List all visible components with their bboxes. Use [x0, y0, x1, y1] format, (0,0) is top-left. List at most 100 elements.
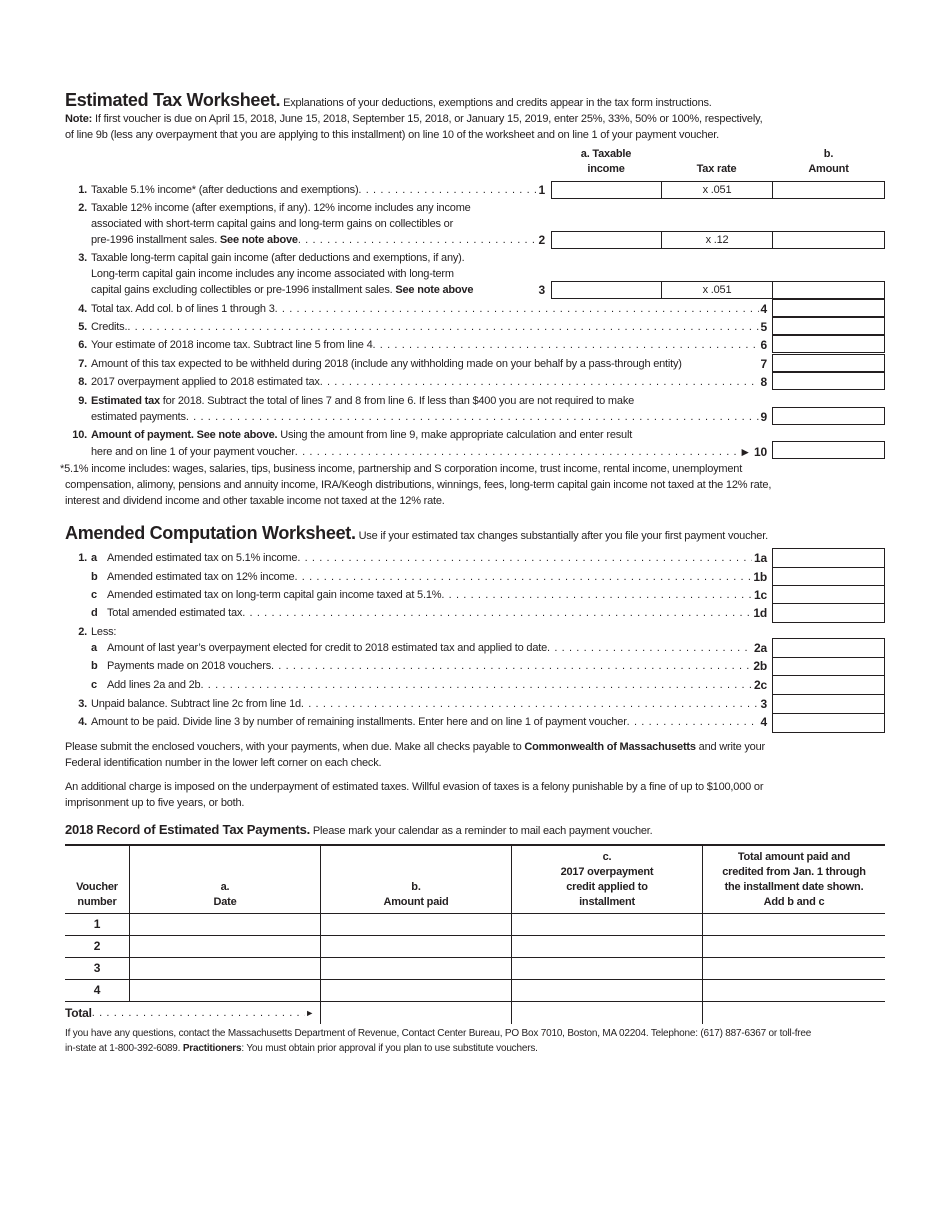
total-label-cell: Total ► [65, 1002, 321, 1024]
amended-1d-input[interactable] [772, 603, 885, 623]
line-6: 6. Your estimate of 2018 income tax. Subt… [65, 337, 767, 353]
amended-4-input[interactable] [772, 713, 885, 733]
line-9-amount-input[interactable] [772, 407, 885, 425]
col-b-header: b. Amount [772, 147, 885, 177]
overpayment-cell[interactable] [512, 958, 703, 980]
amended-1a-input[interactable] [772, 548, 885, 568]
line-2-rate: x .12 [661, 231, 773, 249]
line-letter: b [91, 660, 98, 672]
total-cell[interactable] [703, 958, 885, 980]
amended-line-2a: a Amount of last year’s overpayment elect… [65, 640, 767, 656]
header-line: Amount paid [383, 896, 449, 908]
line-7-amount-input[interactable] [772, 354, 885, 372]
line-text: Taxable 5.1% income* (after deductions a… [91, 184, 359, 196]
line-2: 2. Taxable 12% income (after exemptions, … [65, 200, 471, 216]
line-3-amount-input[interactable] [772, 281, 885, 299]
line-letter: c [91, 589, 97, 601]
total-cell[interactable] [703, 980, 885, 1002]
dot-leader [320, 374, 759, 390]
line-text: estimated payments [91, 411, 186, 423]
total-total-cell[interactable] [703, 1002, 885, 1024]
date-cell[interactable] [130, 980, 321, 1002]
total-amount-paid-cell[interactable] [321, 1002, 512, 1024]
date-cell[interactable] [130, 914, 321, 936]
line-10-amount-input[interactable] [772, 441, 885, 459]
header-amount-paid: b. Amount paid [321, 846, 512, 914]
amount-paid-cell[interactable] [321, 958, 512, 980]
dot-leader [627, 714, 759, 730]
header-line: Voucher [76, 881, 118, 893]
line-5: 5. Credits. 5 [65, 319, 767, 335]
record-header: 2018 Record of Estimated Tax Payments. P… [65, 822, 653, 839]
section-intro: Please mark your calendar as a reminder … [312, 825, 653, 837]
amount-paid-cell[interactable] [321, 914, 512, 936]
dot-leader [186, 409, 759, 425]
line-5-amount-input[interactable] [772, 317, 885, 335]
date-cell[interactable] [130, 936, 321, 958]
overpayment-cell[interactable] [512, 980, 703, 1002]
header-total-amount: Total amount paid and credited from Jan. … [703, 846, 885, 914]
line-number: 1. [78, 552, 87, 564]
line-1-amount-input[interactable] [772, 181, 885, 199]
line-text: pre-1996 installment sales. [91, 234, 218, 246]
line-8-amount-input[interactable] [772, 372, 885, 390]
line-text: Total amended estimated tax [107, 607, 243, 619]
line-3-rate: x .051 [661, 281, 773, 299]
line-4-amount-input[interactable] [772, 299, 885, 317]
col-rate-header: Tax rate [696, 163, 737, 175]
amended-3-input[interactable] [772, 694, 885, 714]
overpayment-cell[interactable] [512, 914, 703, 936]
line-text: Add lines 2a and 2b [107, 679, 201, 691]
line-3: 3. Taxable long-term capital gain income … [65, 250, 464, 266]
line-bold: See note above [219, 234, 298, 246]
total-cell[interactable] [703, 914, 885, 936]
dot-leader [298, 232, 537, 248]
amended-2a-input[interactable] [772, 638, 885, 658]
line-bold: Estimated tax [91, 395, 160, 407]
amended-2c-input[interactable] [772, 675, 885, 695]
amended-1c-input[interactable] [772, 585, 885, 604]
line-letter: b [91, 571, 98, 583]
line-number: 5. [78, 321, 87, 333]
line-3-taxable-income-input[interactable] [551, 281, 662, 299]
amended-line-2c: c Add lines 2a and 2b 2c [65, 677, 767, 693]
total-label: Total [65, 1005, 92, 1020]
line-9-last: estimated payments 9 [65, 409, 767, 425]
line-2-amount-input[interactable] [772, 231, 885, 249]
line-text: Amended estimated tax on long-term capit… [107, 589, 442, 601]
line-3-cont: Long-term capital gain income includes a… [91, 268, 454, 280]
section-intro: Use if your estimated tax changes substa… [358, 530, 769, 542]
amount-paid-cell[interactable] [321, 980, 512, 1002]
line-text: Amount to be paid. Divide line 3 by numb… [91, 716, 627, 728]
line-ref: 8 [760, 375, 768, 389]
line-text: Amount of this tax expected to be withhe… [91, 358, 682, 370]
line-text: Amended estimated tax on 5.1% income [107, 552, 298, 564]
amount-paid-cell[interactable] [321, 936, 512, 958]
header-line: number [77, 896, 117, 908]
payments-record-table: Voucher number a. Date b. Amount paid c. 201… [65, 844, 885, 1024]
total-cell[interactable] [703, 936, 885, 958]
line-6-amount-input[interactable] [772, 335, 885, 353]
line-ref: 1c [754, 588, 767, 602]
line-1-taxable-income-input[interactable] [551, 181, 662, 199]
header-line: c. [602, 851, 612, 863]
amended-1b-input[interactable] [772, 567, 885, 586]
line-10-last: here and on line 1 of your payment vouch… [65, 444, 767, 460]
voucher-number: 4 [65, 980, 130, 1002]
line-letter: a [91, 552, 97, 564]
line-letter: a [91, 642, 97, 654]
line-ref: 9 [760, 410, 768, 424]
overpayment-cell[interactable] [512, 936, 703, 958]
line-text: Payments made on 2018 vouchers [107, 660, 271, 672]
total-overpayment-cell[interactable] [512, 1002, 703, 1024]
dot-leader [297, 550, 752, 566]
amended-2b-input[interactable] [772, 657, 885, 676]
header-line: b. [411, 881, 421, 893]
section-intro: Explanations of your deductions, exempti… [283, 97, 712, 109]
line-ref: 1d [753, 606, 767, 620]
date-cell[interactable] [130, 958, 321, 980]
line-2-taxable-income-input[interactable] [551, 231, 662, 249]
line-7: 7. Amount of this tax expected to be with… [65, 356, 767, 372]
col-a-line: a. Taxable [580, 148, 632, 160]
